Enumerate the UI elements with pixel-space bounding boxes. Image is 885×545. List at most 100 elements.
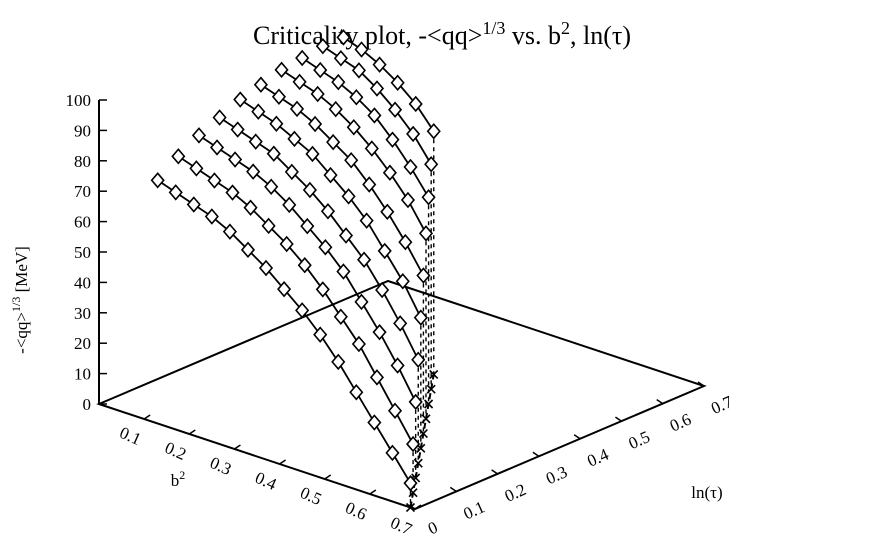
data-point-marker [315,37,330,55]
data-point-marker [228,151,243,168]
critical-point-marker [405,502,416,513]
data-point-marker [406,435,421,453]
data-point-marker [222,223,237,240]
y-tick-mark [615,416,622,422]
y-tick-label: 0.6 [667,410,694,436]
data-point-marker [408,393,423,411]
critical-point-marker [429,369,439,379]
axis-ticks: 0 10 20 30 40 50 60 70 80 90 100 0.1 0.2 0.3 0.4 0.5 0.6… [66,91,736,539]
critical-point-marker [421,414,431,424]
data-point-marker [300,217,315,235]
data-point-marker [336,263,351,280]
data-point-marker [305,145,320,163]
data-point-marker [341,188,356,205]
data-point-marker [362,176,377,193]
y-tick-label: 0.3 [543,462,570,488]
data-point-marker [359,212,374,229]
x-tick-mark [279,459,286,465]
critical-point-marker [418,429,428,439]
data-point-marker [388,101,403,118]
data-point-marker [315,281,330,298]
y-axis-label: ln(τ) [691,483,722,502]
data-point-marker [320,202,336,220]
data-point-marker [377,242,392,260]
data-point-marker [271,88,287,106]
x-tick-mark [234,444,241,450]
series-curve [177,155,414,445]
z-tick-label: 30 [74,304,91,323]
data-point-marker [421,189,436,206]
data-point-marker [171,148,186,165]
data-point-marker [331,73,346,91]
data-point-marker [380,203,395,221]
x-tick-label: 0.7 [388,513,416,539]
data-point-marker [277,280,292,298]
data-point-marker [390,74,405,91]
data-point-marker [390,357,405,374]
data-point-marker [367,414,382,431]
data-point-marker [351,62,366,79]
data-point-marker [240,241,256,259]
data-point-marker [372,323,387,341]
critical-point-marker [413,458,423,468]
data-point-marker [333,50,348,67]
data-point-marker [209,139,225,156]
floor-outline [96,279,707,511]
data-point-marker [269,115,284,132]
y-tick-label: 0.7 [708,392,736,418]
data-point-marker [328,100,343,118]
x-tick-mark [324,474,332,480]
x-tick-mark [414,504,422,510]
y-tick-mark [656,398,664,405]
y-tick-mark [573,434,581,440]
data-point-marker [351,335,366,353]
data-point-marker [398,233,413,251]
critical-point-marker [424,399,434,409]
data-point-marker [274,61,289,79]
x-tick-label: 0.3 [207,453,234,479]
x-tick-mark [188,429,196,435]
data-point-marker [302,181,317,199]
data-point-marker [406,125,421,143]
x-tick-label: 0.2 [162,438,189,464]
data-point-marker [292,73,307,91]
data-point-marker [418,225,434,242]
data-point-marker [266,145,281,162]
data-point-marker [212,109,227,126]
z-tick-label: 70 [74,182,91,201]
data-point-marker [310,85,325,103]
data-point-marker [150,172,165,189]
data-point-marker [253,76,268,93]
x-tick-mark [143,414,151,420]
x-tick-mark [369,489,377,495]
data-point-marker [191,127,207,144]
z-tick-label: 10 [74,365,91,384]
y-tick-mark [491,469,498,475]
data-point-marker [344,152,359,169]
data-point-marker [395,273,410,290]
series-curve [157,179,412,484]
y-tick-label: 0.2 [502,480,529,506]
data-point-marker [282,196,297,214]
data-point-marker [372,56,387,73]
x-tick-label: 0.1 [117,423,144,449]
data-point-marker [354,41,369,58]
y-tick-mark [532,451,540,457]
data-point-marker [424,156,439,173]
data-point-marker [207,172,222,189]
data-point-marker [387,402,403,419]
x-axis-label: b2 [171,468,186,490]
critical-point-marker [426,384,436,394]
data-point-marker [400,191,415,209]
data-point-marker [336,29,351,46]
data-point-marker [318,239,333,256]
data-point-marker [230,121,245,138]
axes-box [96,100,707,511]
y-tick-label: 0.1 [460,497,487,523]
data-point-marker [243,199,258,216]
data-point-marker [357,251,372,268]
data-point-marker [204,208,219,225]
z-tick-label: 100 [66,91,92,110]
data-point-marker [413,309,428,326]
data-point-marker [416,267,431,284]
